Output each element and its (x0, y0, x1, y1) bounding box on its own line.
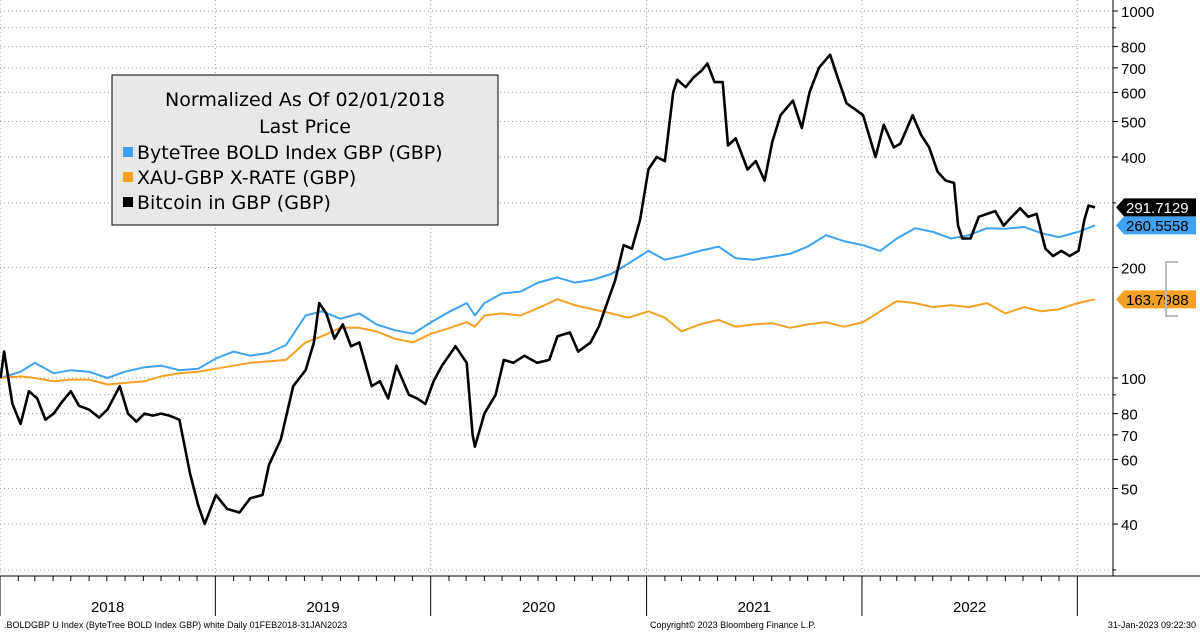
y-axis: 40 50 60 70 80 100 200 400 500 600 700 800 1000 (1112, 0, 1154, 576)
y-tick-label: 1000 (1121, 4, 1154, 21)
last-price-tag-bg (1116, 216, 1196, 235)
legend-swatch-bold (123, 147, 133, 157)
last-price-tag-label: 260.5558 (1126, 218, 1189, 235)
series-line-2 (0, 53, 1096, 526)
y-tick-label: 70 (1121, 428, 1138, 445)
series-line-0 (0, 224, 1096, 379)
x-tick-label: 2022 (953, 599, 986, 616)
legend-entry-gold: XAU-GBP X-RATE (GBP) (137, 167, 356, 189)
x-axis: 2018 2019 2020 2021 2022 (0, 575, 1200, 616)
legend-box (111, 74, 499, 226)
gridlines (0, 0, 1113, 576)
y-tick-label: 60 (1121, 452, 1138, 469)
last-price-tag-bg (1116, 290, 1196, 309)
y-tick-label: 500 (1121, 114, 1146, 131)
y-tick-label: 800 (1121, 40, 1146, 57)
y-tick-label: 100 (1121, 371, 1146, 388)
legend-entry-bold: ByteTree BOLD Index GBP (GBP) (137, 142, 443, 164)
zoom-bracket-icon[interactable] (1165, 261, 1178, 317)
y-tick-label: 80 (1121, 407, 1138, 424)
footer-left: .BOLDGBP U Index (ByteTree BOLD Index GB… (4, 620, 347, 630)
legend-subtitle: Last Price (259, 116, 351, 138)
legend-entry-bitcoin: Bitcoin in GBP (GBP) (137, 192, 331, 214)
footer-center: Copyright© 2023 Bloomberg Finance L.P. (650, 620, 816, 630)
y-tick-label: 50 (1121, 481, 1138, 498)
series-lines (0, 53, 1096, 526)
last-price-tag-bg (1116, 198, 1196, 217)
last-price-tag-label: 291.7129 (1126, 200, 1189, 217)
x-tick-label: 2021 (738, 599, 771, 616)
legend: Normalized As Of 02/01/2018 Last Price B… (111, 74, 499, 226)
x-tick-label: 2019 (306, 599, 339, 616)
x-tick-label: 2020 (522, 599, 555, 616)
y-tick-label: 40 (1121, 517, 1138, 534)
series-line-1 (0, 298, 1096, 386)
footer-right: 31-Jan-2023 09:22:30 (1108, 620, 1196, 630)
legend-title: Normalized As Of 02/01/2018 (165, 89, 445, 111)
legend-swatch-gold (123, 172, 133, 182)
legend-swatch-bitcoin (123, 197, 133, 207)
y-tick-label: 400 (1121, 150, 1146, 167)
y-tick-label: 600 (1121, 85, 1146, 102)
last-price-tags: 260.5558 163.7988 291.7129 (1116, 198, 1196, 309)
last-price-tag-label: 163.7988 (1126, 292, 1189, 309)
y-tick-label: 700 (1121, 61, 1146, 78)
y-tick-label: 200 (1121, 261, 1146, 278)
x-tick-label: 2018 (91, 599, 124, 616)
